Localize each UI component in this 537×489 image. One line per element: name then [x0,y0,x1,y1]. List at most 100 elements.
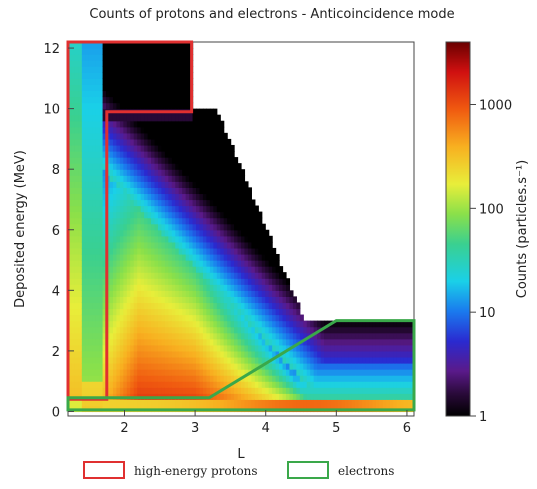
heatmap-cell [102,199,107,207]
heatmap-cell [171,217,176,225]
heatmap-cell [303,344,308,352]
heatmap-cell [189,350,194,358]
heatmap-cell [237,284,242,291]
heatmap-cell [106,54,111,61]
heatmap-cell [189,332,194,340]
heatmap-cell [285,363,291,370]
heatmap-cell [168,229,173,237]
heatmap-cell [112,138,118,146]
heatmap-cell [102,84,107,92]
heatmap-cell [119,381,124,388]
heatmap-cell [209,144,214,152]
heatmap-cell [230,163,235,170]
heatmap-cell [247,381,252,388]
heatmap-cell [234,338,239,346]
heatmap-cell [216,381,221,388]
heatmap-cell [95,211,100,219]
heatmap-cell [140,266,145,273]
heatmap-cell [85,272,90,279]
heatmap-cell [209,308,214,316]
heatmap-cell [234,187,239,195]
heatmap-cell [199,120,204,128]
heatmap-cell [189,290,194,297]
heatmap-cell [216,151,221,158]
heatmap-cell [171,235,176,243]
heatmap-cell [244,326,249,334]
heatmap-cell [133,272,138,279]
heatmap-cell [92,290,97,297]
heatmap-cell [306,320,311,328]
heatmap-cell [227,199,232,207]
heatmap-cell [137,120,142,128]
heatmap-cell [330,356,336,364]
heatmap-cell [244,211,249,219]
heatmap-cell [275,356,280,364]
heatmap-cell [279,278,284,285]
heatmap-cell [144,175,149,182]
heatmap-cell [209,344,214,352]
heatmap-cell [230,253,235,261]
heatmap-cell [220,399,225,406]
heatmap-cell [175,278,180,285]
heatmap-cell [275,363,280,370]
heatmap-cell [157,78,163,85]
heatmap-cell [362,344,367,352]
heatmap-cell [99,344,104,352]
heatmap-cell [234,356,239,364]
heatmap-cell [196,387,201,394]
heatmap-cell [112,296,118,304]
heatmap-cell [137,253,142,261]
heatmap-cell [292,375,297,382]
heatmap-cell [92,296,97,304]
heatmap-cell [140,138,145,146]
heatmap-cell [133,356,138,364]
heatmap-cell [382,326,387,334]
heatmap-cell [403,326,408,334]
heatmap-cell [237,356,242,364]
heatmap-cell [154,132,159,140]
heatmap-cell [81,90,86,98]
heatmap-cell [81,363,86,370]
heatmap-cell [137,302,142,310]
heatmap-cell [119,344,124,352]
heatmap-cell [123,314,128,322]
heatmap-cell [78,314,83,322]
heatmap-cell [112,260,118,267]
heatmap-cell [317,356,322,364]
heatmap-cell [182,157,187,164]
heatmap-cell [119,66,124,73]
heatmap-cell [209,399,214,406]
heatmap-cell [161,205,166,213]
heatmap-cell [144,157,149,164]
heatmap-cell [151,332,156,340]
heatmap-cell [216,169,221,176]
heatmap-cell [133,320,138,328]
heatmap-cell [382,375,387,382]
heatmap-cell [130,72,135,79]
heatmap-cell [220,375,225,382]
heatmap-cell [109,253,114,261]
heatmap-cell [206,181,211,188]
heatmap-cell [189,151,194,158]
heatmap-cell [369,332,374,340]
heatmap-cell [227,241,232,249]
heatmap-cell [99,217,104,225]
heatmap-cell [137,199,142,207]
heatmap-cell [268,338,273,346]
heatmap-cell [126,181,131,188]
heatmap-cell [144,369,149,376]
heatmap-cell [178,144,183,152]
heatmap-cell [130,350,135,358]
heatmap-cell [348,338,353,346]
heatmap-cell [275,308,280,316]
heatmap-cell [92,344,97,352]
heatmap-cell [247,332,252,340]
heatmap-cell [261,253,266,261]
heatmap-cell [151,132,156,140]
heatmap-cell [334,320,339,328]
heatmap-cell [185,42,190,49]
heatmap-cell [126,120,131,128]
heatmap-cell [227,332,232,340]
heatmap-cell [189,120,194,128]
